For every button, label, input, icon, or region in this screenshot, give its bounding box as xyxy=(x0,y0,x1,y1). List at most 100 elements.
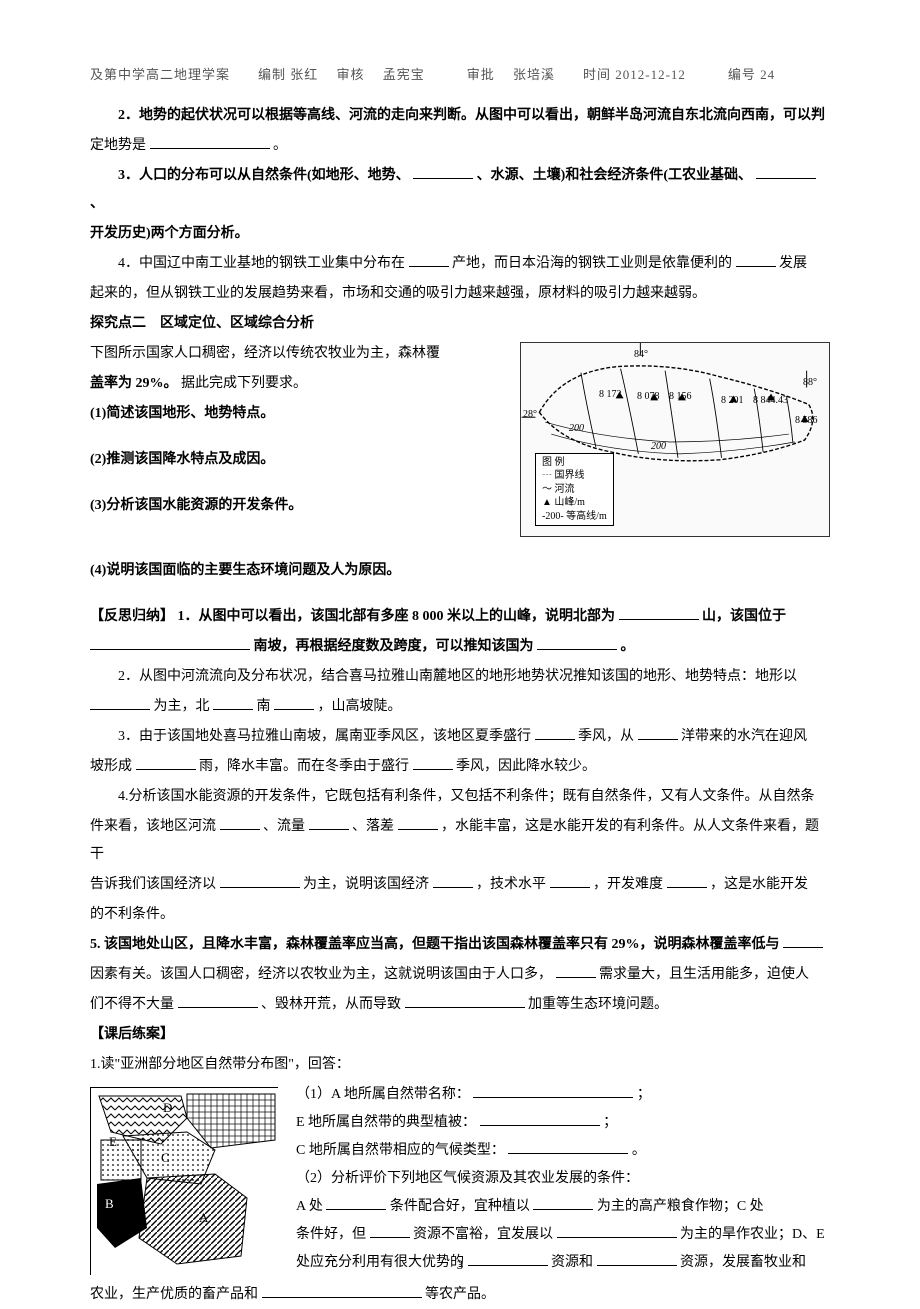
r5-blank2[interactable] xyxy=(556,961,596,978)
r5a: 5. 该国地处山区，且降水丰富，森林覆盖率应当高，但题干指出该国森林覆盖率只有 … xyxy=(90,937,780,952)
map-8172: 8 172 xyxy=(599,385,622,405)
map-8201: 8 201 xyxy=(721,391,744,411)
r1c-pre: 南坡，再根据经度数及跨度，可以推知该国为 xyxy=(254,639,534,654)
q4-lead: 4．中国辽中南工业基地的钢铁工业集中分布在 xyxy=(118,256,405,271)
q4-blank2[interactable] xyxy=(736,250,776,267)
r2-blank2[interactable] xyxy=(213,693,253,710)
r5d: 们不得不大量 xyxy=(90,997,174,1012)
r5b: 因素有关。该国人口稠密，经济以农牧业为主，这就说明该国由于人口多， xyxy=(90,967,552,982)
p2d-blank[interactable] xyxy=(262,1281,422,1298)
p1a-blank[interactable] xyxy=(473,1081,633,1098)
r4j: ，这是水能开发 xyxy=(710,877,808,892)
r5-blank3[interactable] xyxy=(178,991,258,1008)
r5e: 、毁林开荒，从而导致 xyxy=(261,997,401,1012)
page-number: 3 xyxy=(0,1252,920,1278)
r4-blank4[interactable] xyxy=(220,871,300,888)
r4-blank5[interactable] xyxy=(433,871,473,888)
r3-blank1[interactable] xyxy=(535,723,575,740)
q3-lead: 3．人口的分布可以从自然条件(如地形、地势、 xyxy=(118,168,410,183)
svg-text:E: E xyxy=(109,1134,117,1149)
p2a: A 处 xyxy=(296,1199,323,1214)
svg-text:C: C xyxy=(161,1150,170,1165)
r2b: 为主，北 xyxy=(154,699,210,714)
p2d2: 等农产品。 xyxy=(425,1287,495,1302)
reflect-5: 5. 该国地处山区，且降水丰富，森林覆盖率应当高，但题干指出该国森林覆盖率只有 … xyxy=(90,931,830,959)
q4-mid1: 产地，而日本沿海的钢铁工业则是依靠便利的 xyxy=(452,256,732,271)
reflect-title: 【反思归纳】 xyxy=(90,609,174,624)
reflect-4d: 的不利条件。 xyxy=(90,901,830,929)
q2-line1: 2．地势的起伏状况可以根据等高线、河流的走向来判断。从图中可以看出，朝鲜半岛河流… xyxy=(90,102,830,130)
q2-blank[interactable] xyxy=(150,132,270,149)
reflect-2b: 为主，北 南 ，山高坡陡。 xyxy=(90,693,830,721)
q4-mid2: 发展 xyxy=(779,256,807,271)
legend-border: ┄ 国界线 xyxy=(542,469,607,483)
p1a: （1）A 地所属自然带名称： xyxy=(296,1087,470,1102)
r1-blank1[interactable] xyxy=(619,603,699,620)
reflect-4b: 件来看，该地区河流 、流量 、落差 ，水能丰富，这是水能开发的有利条件。从人文条… xyxy=(90,813,830,869)
p1c: C 地所属自然带相应的气候类型： xyxy=(296,1143,505,1158)
r1-blank3[interactable] xyxy=(537,633,617,650)
map-lon84: 84° xyxy=(634,345,648,365)
s2-p1-text: 下图所示国家人口稠密，经济以传统农牧业为主，森林覆 xyxy=(90,346,440,361)
reflect-2: 2．从图中河流流向及分布状况，结合喜马拉雅山南麓地区的地形地势状况推知该国的地形… xyxy=(90,663,830,691)
r5-blank4[interactable] xyxy=(405,991,525,1008)
map-legend: 图 例 ┄ 国界线 〜 河流 ▲ 山峰/m -200- 等高线/m xyxy=(535,453,614,527)
r3e: 雨，降水丰富。而在冬季由于盛行 xyxy=(199,759,409,774)
r4a: 4.分析该国水能资源的开发条件，它既包括有利条件，又包括不利条件；既有自然条件，… xyxy=(118,789,815,804)
r5-blank1[interactable] xyxy=(783,931,823,948)
map-8156: 8 156 xyxy=(669,387,692,407)
q3-line1: 3．人口的分布可以从自然条件(如地形、地势、 、水源、土壤)和社会经济条件(工农… xyxy=(90,162,830,218)
legend-peak: ▲ 山峰/m xyxy=(542,496,607,510)
r2-blank1[interactable] xyxy=(90,693,150,710)
r1-blank2[interactable] xyxy=(90,633,250,650)
q3-blank2[interactable] xyxy=(756,162,816,179)
r4-blank1[interactable] xyxy=(220,813,260,830)
p2a-blank2[interactable] xyxy=(533,1193,593,1210)
p1b-blank[interactable] xyxy=(480,1109,600,1126)
q3-mid: 、水源、土壤)和社会经济条件(工农业基础、 xyxy=(477,168,752,183)
map-200b: 200 xyxy=(651,437,666,457)
r4f: 告诉我们该国经济以 xyxy=(90,877,216,892)
r2a: 2．从图中河流流向及分布状况，结合喜马拉雅山南麓地区的地形地势状况推知该国的地形… xyxy=(118,669,797,684)
map-lat28: 28° xyxy=(523,405,537,425)
asia-belt-figure: E D C B A xyxy=(90,1087,278,1275)
practice-title: 【课后练案】 xyxy=(90,1021,830,1049)
r3f: 季风，因此降水较少。 xyxy=(456,759,596,774)
svg-text:D: D xyxy=(163,1100,172,1115)
q2-lead: 2．地势的起伏状况可以根据等高线、河流的走向来判断。从图中可以看出，朝鲜半岛河流… xyxy=(118,108,825,123)
s2-p1b-bold: 盖率为 29%。 xyxy=(90,376,178,391)
r3-blank2[interactable] xyxy=(638,723,678,740)
section2-title: 探究点二 区域定位、区域综合分析 xyxy=(90,310,830,338)
p2b-blank2[interactable] xyxy=(557,1221,677,1238)
r4d: 、落差 xyxy=(352,819,394,834)
nepal-map-figure: 84° 88° 28° 8 172 8 078 8 156 8 201 8 84… xyxy=(520,342,830,537)
r3a: 3．由于该国地处喜马拉雅山南坡，属南亚季风区，该地区夏季盛行 xyxy=(118,729,531,744)
q4-blank1[interactable] xyxy=(409,250,449,267)
r4-blank2[interactable] xyxy=(309,813,349,830)
r4b: 件来看，该地区河流 xyxy=(90,819,216,834)
legend-river: 〜 河流 xyxy=(542,483,607,497)
q3-comma: 、 xyxy=(90,196,104,211)
p1b-end: ； xyxy=(603,1115,617,1130)
r2-blank3[interactable] xyxy=(274,693,314,710)
p1c-blank[interactable] xyxy=(508,1137,628,1154)
r3b: 季风，从 xyxy=(578,729,634,744)
p2a-blank1[interactable] xyxy=(326,1193,386,1210)
page-header: 及第中学高二地理学案 编制 张红 审核 孟宪宝 审批 张培溪 时间 2012-1… xyxy=(90,62,830,88)
svg-text:A: A xyxy=(199,1210,209,1225)
q2-line2: 定地势是 。 xyxy=(90,132,830,160)
r4-blank7[interactable] xyxy=(667,871,707,888)
r4g: 为主，说明该国经济 xyxy=(303,877,429,892)
r3-blank3[interactable] xyxy=(136,753,196,770)
r4-blank3[interactable] xyxy=(398,813,438,830)
r3-blank4[interactable] xyxy=(413,753,453,770)
q2-end: 。 xyxy=(273,138,287,153)
svg-text:B: B xyxy=(105,1196,114,1211)
r5f: 加重等生态环境问题。 xyxy=(528,997,668,1012)
p2b-blank1[interactable] xyxy=(370,1221,410,1238)
p2b2: 资源不富裕，宜发展以 xyxy=(413,1227,553,1242)
r4-blank6[interactable] xyxy=(550,871,590,888)
q3-line2: 开发历史)两个方面分析。 xyxy=(90,220,830,248)
p1b: E 地所属自然带的典型植被： xyxy=(296,1115,476,1130)
q3-blank1[interactable] xyxy=(413,162,473,179)
